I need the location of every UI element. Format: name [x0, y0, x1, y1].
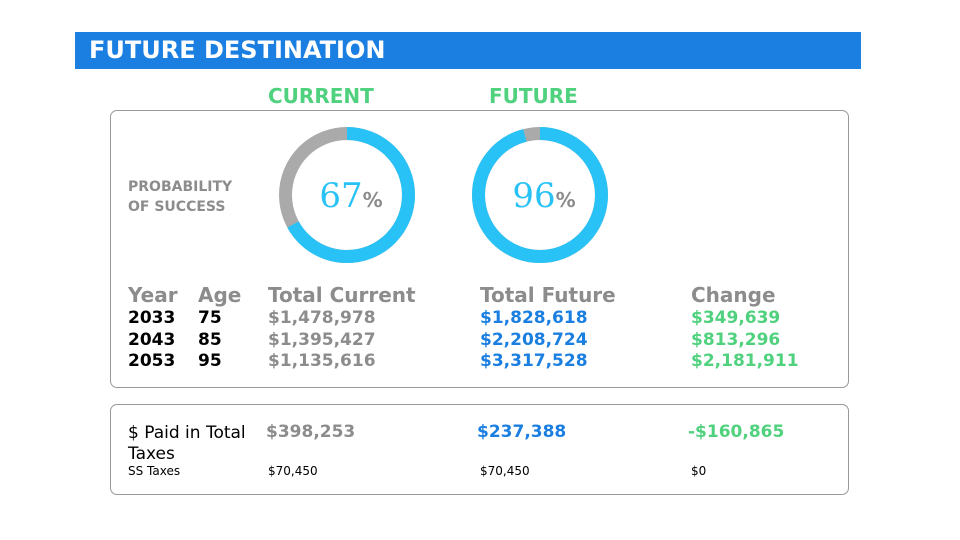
percent-value: 67	[319, 176, 362, 216]
table-cell: $1,828,618	[480, 308, 588, 328]
table-cell: 2033	[128, 308, 176, 328]
percent-sign: %	[363, 188, 383, 212]
probability-label: PROBABILITY	[128, 179, 233, 195]
ss-label: SS Taxes	[128, 464, 181, 478]
table-cell: $2,181,911	[691, 351, 799, 371]
donut-value: 67%	[319, 176, 382, 216]
table-cell: $349,639	[691, 308, 781, 328]
success-box	[110, 110, 849, 388]
table-cell: $2,208,724	[480, 329, 588, 350]
taxes-box	[110, 404, 849, 495]
scenario-label: FUTURE	[489, 84, 578, 108]
taxes-label: $ Paid in Total Taxes	[128, 423, 246, 464]
column-header: Total Current	[268, 283, 416, 307]
percent-value: 96	[512, 176, 555, 216]
percent-sign: %	[556, 188, 576, 212]
donut-arc	[279, 127, 415, 263]
ss-value: $70,450	[268, 464, 318, 478]
taxes-value: $398,253	[266, 422, 356, 442]
table-cell: $1,395,427	[268, 329, 376, 350]
ss-value: $70,450	[480, 464, 530, 478]
table-cell: 75	[198, 308, 222, 328]
table-cell: 85	[198, 329, 222, 350]
column-header: Year	[128, 283, 178, 307]
column-header: Total Future	[480, 283, 616, 307]
header-bar	[75, 32, 861, 69]
donut-arc	[472, 127, 608, 263]
column-header: Change	[691, 283, 776, 307]
table-cell: 2043	[128, 329, 176, 350]
taxes-value: $237,388	[477, 422, 567, 442]
donut-value: 96%	[512, 176, 575, 216]
table-cell: $813,296	[691, 329, 781, 350]
table-cell: 2053	[128, 351, 176, 371]
column-header: Age	[198, 283, 242, 307]
table-cell: 95	[198, 351, 222, 371]
ss-value: $0	[691, 464, 707, 478]
header-title: FUTURE DESTINATION	[89, 36, 386, 64]
scenario-label: CURRENT	[268, 84, 374, 108]
probability-label: OF SUCCESS	[128, 199, 226, 215]
table-cell: $1,135,616	[268, 351, 376, 371]
table-cell: $1,478,978	[268, 308, 376, 328]
table-cell: $3,317,528	[480, 351, 588, 371]
taxes-value: -$160,865	[688, 422, 785, 442]
